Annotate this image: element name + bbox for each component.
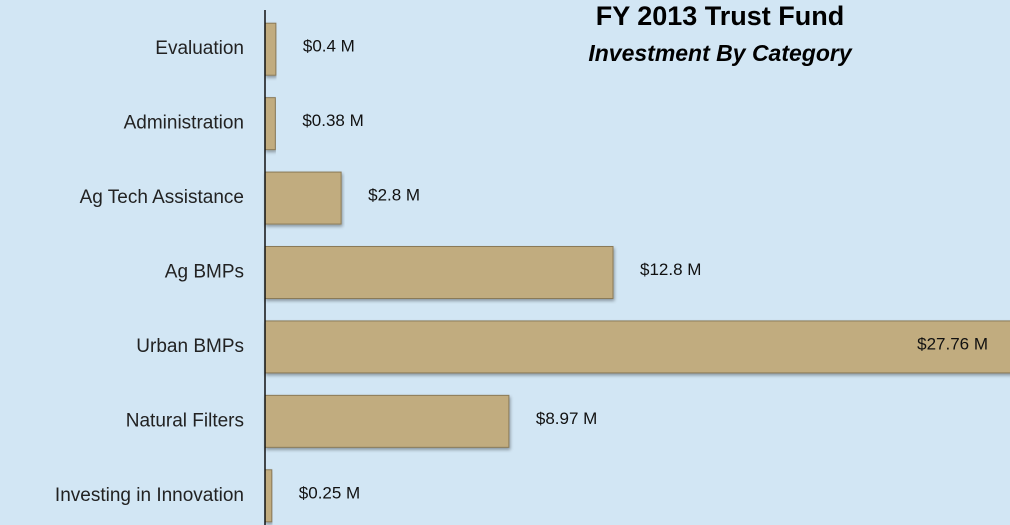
bar — [264, 246, 614, 299]
bar — [264, 394, 510, 448]
chart-subtitle: Investment By Category — [588, 40, 853, 66]
y-tick-label: Evaluation — [155, 38, 244, 59]
bar — [264, 22, 277, 76]
data-label: $0.4 M — [303, 37, 355, 56]
bar — [264, 97, 276, 151]
data-label: $2.8 M — [368, 186, 420, 205]
data-label: $12.8 M — [640, 260, 701, 279]
y-tick-label: Ag BMPs — [165, 262, 244, 283]
y-tick-label: Administration — [124, 113, 244, 134]
y-tick-label: Urban BMPs — [136, 336, 244, 357]
data-label: $27.76 M — [917, 334, 988, 353]
y-tick-label: Natural Filters — [126, 410, 244, 431]
bar — [264, 171, 342, 225]
bar — [264, 469, 273, 523]
data-label: $8.97 M — [536, 409, 597, 428]
y-tick-label: Investing in Innovation — [55, 485, 244, 506]
data-label: $0.25 M — [299, 483, 360, 502]
bar — [264, 320, 1010, 374]
y-tick-label: Ag Tech Assistance — [80, 187, 244, 208]
chart-title: FY 2013 Trust Fund — [596, 1, 845, 31]
data-label: $0.38 M — [302, 111, 363, 130]
plot-area — [264, 22, 1010, 523]
